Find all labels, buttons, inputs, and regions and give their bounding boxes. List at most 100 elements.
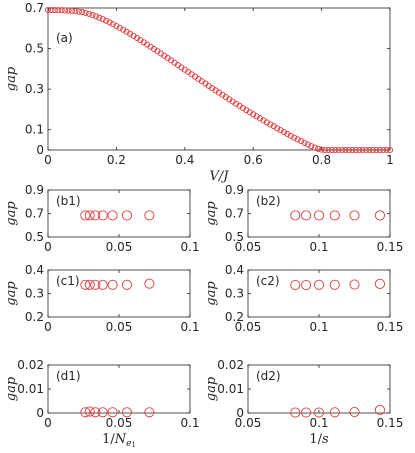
- panel-d2: 0.05 0.1 0.15 0 0.01 0.02 gap (d2) 1/s: [204, 358, 403, 447]
- data-point: [233, 100, 240, 107]
- y-tick-label: 0.01: [217, 382, 244, 396]
- x-tick-label: 0.05: [106, 240, 133, 254]
- x-tick-label: 0.15: [377, 416, 404, 430]
- y-tick-label: 0.1: [25, 123, 44, 137]
- data-point: [374, 278, 385, 289]
- panel-d1: 0 0.05 0.1 0 0.01 0.02 gap (d1) 1/Ne1: [4, 358, 200, 449]
- y-axis-label: gap: [4, 201, 19, 226]
- data-point: [65, 7, 72, 14]
- y-axis-label: gap: [204, 281, 219, 306]
- data-point: [374, 210, 385, 221]
- data-point: [274, 125, 281, 132]
- data-point: [89, 12, 96, 19]
- data-point: [99, 16, 106, 23]
- y-axis-label: gap: [4, 281, 19, 306]
- data-point: [92, 13, 99, 20]
- data-point: [284, 130, 291, 138]
- data-point: [311, 144, 318, 151]
- data-point: [315, 145, 322, 152]
- data-point: [349, 146, 356, 154]
- panel-a: 0 0.2 0.4 0.6 0.8 1 0 0.1 0.3 0.5 0.7 gap (a) V/J: [4, 1, 394, 184]
- data-point: [329, 210, 340, 221]
- y-tick-label: 0.02: [17, 358, 44, 372]
- data-point: [291, 134, 298, 141]
- x-tick-label: 0.05: [106, 320, 133, 334]
- data-point: [80, 210, 91, 221]
- data-point: [144, 407, 155, 418]
- data-point: [349, 210, 360, 221]
- data-point: [301, 210, 312, 221]
- y-tick-label: 0.3: [25, 82, 44, 96]
- panel-b1: 0 0.05 0.1 0.5 0.7 0.9 gap (b1): [4, 183, 200, 254]
- y-tick-label: 0.02: [217, 358, 244, 372]
- data-point: [90, 279, 101, 290]
- data-point: [44, 6, 52, 14]
- data-point: [62, 7, 69, 14]
- data-point: [103, 17, 110, 24]
- y-tick-label: 0.7: [25, 1, 44, 15]
- x-tick-label: 0.1: [180, 416, 199, 430]
- data-point: [304, 141, 311, 148]
- data-point: [239, 104, 246, 112]
- data-point: [121, 407, 133, 418]
- y-tick-label: 0.2: [225, 310, 244, 324]
- data-point: [280, 129, 288, 136]
- data-point: [123, 28, 130, 35]
- x-tick-label: 0.4: [175, 153, 194, 167]
- data-point: [380, 146, 387, 154]
- data-point: [301, 279, 312, 291]
- data-point: [301, 407, 312, 418]
- data-point: [308, 143, 315, 150]
- data-point: [329, 407, 340, 418]
- x-tick-label: 0.05: [235, 416, 262, 430]
- y-tick-label: 0.3: [25, 287, 44, 301]
- data-point: [121, 279, 133, 290]
- data-point: [84, 279, 95, 290]
- x-tick-label: 0.1: [180, 320, 199, 334]
- data-point: [313, 407, 325, 418]
- panel-label: (d2): [256, 369, 281, 383]
- x-axis-label: 1/Ne1: [102, 432, 136, 449]
- data-point: [116, 24, 123, 31]
- y-axis-label: gap: [4, 66, 19, 91]
- x-tick-label: 0.15: [377, 320, 404, 334]
- y-tick-label: 0.5: [25, 42, 44, 56]
- panel-a-frame: [47, 7, 391, 151]
- data-point: [85, 10, 93, 17]
- data-point: [82, 9, 89, 16]
- data-point: [84, 210, 95, 221]
- x-tick-label: 0.8: [312, 153, 331, 167]
- data-point: [376, 146, 383, 154]
- data-point: [363, 146, 370, 154]
- x-tick-label: 0: [44, 320, 52, 334]
- data-point: [51, 6, 58, 14]
- data-point: [366, 146, 373, 154]
- data-point: [260, 117, 267, 124]
- data-point: [349, 279, 360, 290]
- data-point: [321, 146, 329, 154]
- panel-label: (b1): [56, 194, 81, 208]
- data-point: [58, 7, 65, 14]
- y-tick-label: 0.2: [25, 310, 44, 324]
- y-tick-label: 0.4: [25, 263, 44, 277]
- data-point: [80, 407, 91, 418]
- data-point: [127, 30, 134, 37]
- x-tick-label: 0.2: [107, 153, 126, 167]
- data-point: [106, 19, 113, 26]
- y-tick-label: 0.7: [25, 207, 44, 221]
- y-axis-label: gap: [4, 376, 19, 401]
- data-point: [68, 7, 75, 14]
- x-tick-label: 0.05: [235, 320, 262, 334]
- y-tick-label: 0.4: [225, 263, 244, 277]
- panel-label: (b2): [256, 194, 281, 208]
- x-tick-label: 0: [44, 416, 52, 430]
- data-point: [80, 279, 91, 290]
- x-tick-label: 0.1: [309, 416, 328, 430]
- data-point: [109, 21, 117, 28]
- y-tick-label: 0.5: [25, 230, 44, 244]
- data-point: [121, 210, 133, 221]
- data-point: [386, 146, 394, 154]
- y-tick-label: 0.5: [225, 230, 244, 244]
- data-point: [369, 146, 376, 154]
